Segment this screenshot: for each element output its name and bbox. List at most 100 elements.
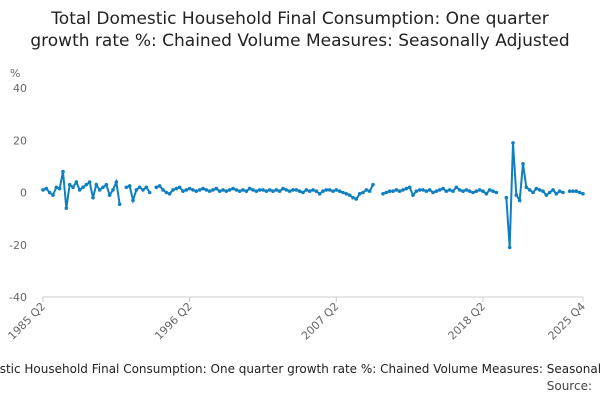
point (514, 193, 519, 197)
y-axis-label: % (10, 67, 20, 80)
point (334, 188, 339, 192)
footer: Total Domestic Household Final Consumpti… (0, 362, 600, 378)
point (271, 189, 275, 193)
point (277, 189, 282, 193)
y-tick-label: -40 (9, 291, 27, 304)
point (197, 188, 202, 192)
point (111, 188, 115, 192)
point (214, 186, 219, 191)
point (47, 190, 52, 195)
point (437, 188, 442, 192)
series-line (42, 142, 584, 248)
point (117, 202, 122, 207)
point (241, 188, 245, 192)
point (401, 188, 405, 192)
point (427, 188, 432, 192)
point (474, 189, 479, 193)
source: Source: (546, 379, 592, 393)
point (91, 195, 95, 200)
x-tick-label: 2025 Q4 (546, 300, 589, 343)
point (451, 189, 455, 193)
x-tick-label: 1996 Q2 (152, 300, 195, 343)
point (344, 192, 349, 196)
point (154, 185, 159, 190)
point (531, 190, 535, 195)
point (77, 188, 82, 192)
point (567, 189, 572, 193)
point (467, 189, 472, 193)
point (224, 189, 229, 193)
point (234, 188, 239, 192)
point (554, 192, 559, 196)
point (161, 188, 165, 192)
point (521, 161, 525, 166)
point (397, 189, 402, 193)
point (511, 141, 515, 145)
point (274, 188, 279, 192)
point (361, 190, 365, 195)
point (287, 189, 292, 193)
point (331, 189, 335, 193)
point (494, 190, 499, 195)
chart-title: Total Domestic Household Final Consumpti… (30, 9, 570, 51)
point (454, 185, 459, 190)
point (61, 169, 65, 174)
point (307, 189, 312, 193)
point (74, 180, 79, 184)
point (354, 197, 359, 201)
point (517, 198, 522, 203)
point (314, 189, 319, 193)
point (551, 188, 555, 192)
point (194, 189, 199, 193)
point (457, 188, 462, 192)
point (407, 185, 412, 190)
point (84, 182, 89, 187)
point (127, 184, 132, 188)
point (291, 188, 295, 192)
point (534, 186, 539, 191)
point (207, 189, 212, 193)
point (444, 189, 449, 193)
point (247, 186, 252, 191)
point (524, 185, 529, 190)
point (51, 193, 55, 197)
footer-text: Total Domestic Household Final Consumpti… (0, 362, 600, 376)
x-tick-label: 2007 Q2 (299, 300, 342, 343)
point (384, 190, 389, 195)
point (204, 188, 209, 192)
point (164, 190, 169, 195)
point (561, 190, 565, 195)
point (541, 189, 545, 193)
point (67, 182, 72, 187)
point (81, 185, 85, 190)
point (527, 188, 532, 192)
point (544, 193, 549, 197)
point (177, 185, 182, 190)
point (221, 188, 225, 192)
point (317, 192, 322, 196)
point (57, 186, 62, 191)
point (184, 188, 189, 192)
point (547, 190, 552, 195)
y-tick-label: 0 (20, 187, 27, 200)
point (394, 188, 399, 192)
point (201, 186, 205, 191)
point (244, 189, 249, 193)
point (144, 185, 149, 190)
point (381, 192, 385, 196)
point (264, 189, 269, 193)
point (134, 188, 139, 192)
point (347, 193, 352, 197)
point (44, 186, 49, 191)
point (261, 188, 265, 192)
y-tick-label: 40 (13, 82, 27, 95)
point (281, 186, 285, 191)
point (301, 190, 305, 195)
point (404, 186, 409, 191)
x-tick-label: 1985 Q2 (6, 300, 49, 343)
point (227, 188, 232, 192)
point (167, 192, 172, 196)
point (434, 189, 439, 193)
point (327, 188, 332, 192)
